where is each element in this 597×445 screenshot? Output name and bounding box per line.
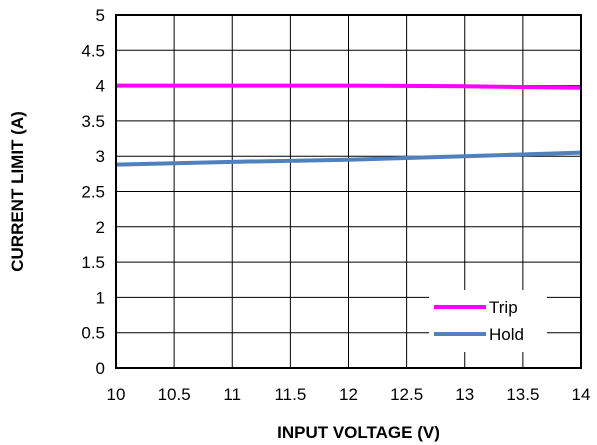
y-tick-label: 0.5 xyxy=(81,324,105,343)
y-tick-label: 2.5 xyxy=(81,183,105,202)
legend-label-trip: Trip xyxy=(489,298,518,317)
legend-label-hold: Hold xyxy=(489,325,524,344)
y-tick-label: 2 xyxy=(96,218,105,237)
x-tick-labels: 10 10.5 11 11.5 12 12.5 13 13.5 14 xyxy=(107,385,591,404)
x-tick-label: 10.5 xyxy=(158,385,191,404)
series-line-trip xyxy=(116,83,582,90)
plot-frame xyxy=(115,14,582,369)
x-axis-title: INPUT VOLTAGE (V) xyxy=(277,423,440,442)
series-line-hold xyxy=(115,150,582,167)
x-tick-label: 11 xyxy=(223,385,241,404)
y-tick-label: 3 xyxy=(96,147,105,166)
y-tick-label: 3.5 xyxy=(81,112,105,131)
x-tick-label: 13 xyxy=(455,385,474,404)
y-tick-label: 0 xyxy=(96,359,105,378)
y-axis-title: CURRENT LIMIT (A) xyxy=(8,111,27,272)
x-tick-label: 12 xyxy=(339,385,358,404)
legend: Trip Hold xyxy=(429,290,547,352)
series-lines xyxy=(115,83,582,167)
x-tick-label: 11.5 xyxy=(274,385,306,404)
y-tick-label: 4.5 xyxy=(81,41,105,60)
x-tick-label: 10 xyxy=(107,385,126,404)
x-tick-label: 12.5 xyxy=(390,385,423,404)
x-tick-label: 13.5 xyxy=(506,385,539,404)
y-tick-label: 1 xyxy=(96,288,105,307)
y-tick-labels: 0 0.5 1 1.5 2 2.5 3 3.5 4 4.5 5 xyxy=(81,6,105,378)
y-tick-label: 4 xyxy=(96,77,105,96)
y-tick-label: 1.5 xyxy=(81,253,105,272)
legend-box xyxy=(429,290,547,352)
y-tick-label: 5 xyxy=(96,6,105,25)
x-tick-label: 14 xyxy=(572,385,591,404)
